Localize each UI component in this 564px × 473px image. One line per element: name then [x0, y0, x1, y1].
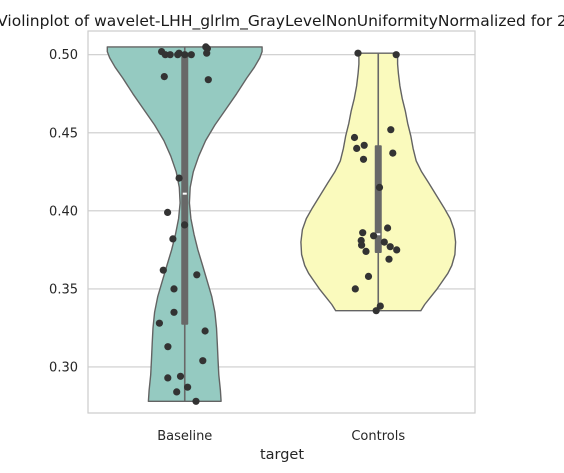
data-point: [384, 224, 392, 232]
data-point: [359, 155, 368, 163]
data-point: [386, 243, 394, 251]
x-tick-label: Controls: [351, 429, 405, 444]
data-point: [376, 302, 384, 310]
median-marker: [182, 192, 187, 195]
data-point: [184, 383, 192, 391]
data-point: [354, 49, 362, 57]
data-point: [199, 357, 207, 365]
data-point: [204, 76, 212, 84]
data-point: [201, 327, 209, 335]
data-point: [392, 51, 400, 59]
data-point: [375, 183, 384, 191]
data-point: [170, 285, 178, 293]
data-point: [175, 174, 183, 182]
data-point: [387, 126, 395, 134]
data-point: [351, 285, 359, 293]
iqr-box: [181, 54, 189, 325]
data-point: [181, 221, 189, 229]
data-point: [192, 397, 200, 405]
y-tick-label: 0.30: [49, 360, 78, 375]
data-point: [389, 149, 397, 157]
data-point: [159, 266, 167, 274]
data-point: [360, 141, 368, 149]
data-point: [380, 238, 388, 246]
iqr-box: [374, 145, 382, 253]
y-tick-label: 0.45: [49, 126, 78, 141]
data-point: [170, 308, 178, 316]
data-point: [358, 241, 366, 249]
y-axis-ticks: 0.30 0.35 0.40 0.45 0.50: [49, 48, 78, 375]
chart-title: Violinplot of wavelet-LHH_glrlm_GrayLeve…: [0, 12, 564, 31]
plot-frame: [87, 30, 476, 414]
y-tick-label: 0.35: [49, 282, 78, 297]
data-point: [362, 247, 370, 255]
data-point: [164, 343, 172, 351]
data-point: [187, 51, 195, 59]
data-point: [181, 51, 189, 59]
data-point: [350, 133, 359, 142]
data-points: [155, 43, 401, 405]
data-point: [359, 229, 367, 237]
data-point: [353, 144, 361, 152]
data-point: [174, 51, 182, 59]
data-point: [176, 372, 185, 380]
data-point: [160, 73, 168, 81]
x-axis-label: target: [260, 447, 304, 463]
data-point: [166, 51, 174, 59]
data-point: [364, 272, 373, 280]
data-point: [372, 307, 380, 315]
y-tick-label: 0.40: [49, 204, 78, 219]
median-marker: [376, 233, 381, 236]
data-point: [393, 246, 401, 254]
violins: [106, 46, 457, 402]
data-point: [164, 374, 172, 382]
y-tick-label: 0.50: [49, 48, 78, 63]
data-point: [193, 271, 201, 279]
x-axis-ticks: Baseline Controls: [157, 429, 405, 444]
data-point: [169, 235, 177, 243]
data-point: [164, 208, 172, 216]
data-point: [173, 388, 181, 396]
data-point: [203, 49, 211, 57]
data-point: [370, 232, 378, 240]
x-tick-label: Baseline: [157, 429, 212, 444]
data-point: [155, 319, 163, 327]
data-point: [385, 255, 393, 263]
